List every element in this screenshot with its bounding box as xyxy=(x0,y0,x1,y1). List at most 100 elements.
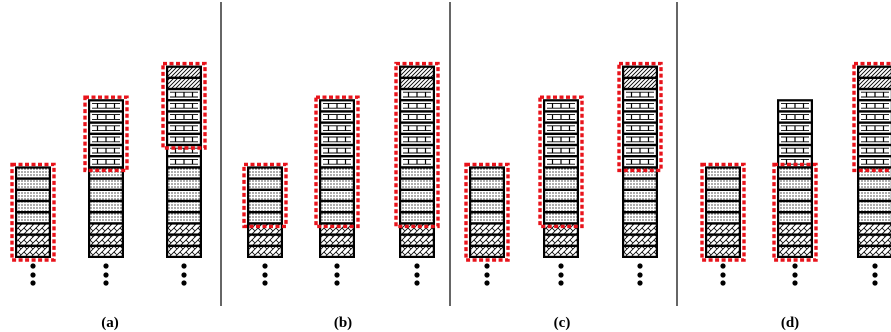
stack-column xyxy=(399,65,435,258)
stack-cell-diag xyxy=(857,77,891,90)
stack-cell-dot xyxy=(247,178,283,191)
stack-cell-dot xyxy=(399,200,435,213)
stack-cell-hatch xyxy=(166,234,202,247)
column-frame xyxy=(88,99,124,258)
stack-cell-hbar xyxy=(399,88,435,101)
ellipsis-dot xyxy=(792,280,798,286)
stack-cell-hbar xyxy=(543,111,579,123)
stack-cell-dot xyxy=(88,200,124,213)
stack-cell-dot xyxy=(622,211,658,224)
ellipsis-dot xyxy=(637,272,643,278)
stack-cell-dot xyxy=(399,211,435,224)
stack-cell-diag xyxy=(622,77,658,90)
stack-cell-dot xyxy=(247,211,283,224)
stack-cell-hatch xyxy=(15,245,51,258)
stack-cell-hatch xyxy=(88,234,124,247)
ellipsis-dot xyxy=(484,263,490,269)
stack-cell-hatch xyxy=(705,245,741,258)
stack-cell-dot xyxy=(777,189,813,202)
column-frame xyxy=(247,166,283,258)
ellipsis-dot xyxy=(414,280,420,286)
panel-label-a: (a) xyxy=(101,315,119,331)
stack-cell-dot xyxy=(247,189,283,202)
stack-column xyxy=(469,166,505,258)
ellipsis-dot xyxy=(720,263,726,269)
stack-cell-dot xyxy=(247,200,283,213)
ellipsis-dot xyxy=(792,272,798,278)
stack-cell-dot xyxy=(319,167,355,179)
ellipsis-layer xyxy=(30,263,878,286)
stack-cell-hatch xyxy=(399,234,435,247)
ellipsis-dot xyxy=(558,272,564,278)
stack-column xyxy=(857,65,891,258)
stack-cell-dot xyxy=(469,189,505,202)
stack-cell-hatch xyxy=(319,234,355,247)
stack-cell-hatch xyxy=(543,245,579,258)
stack-cell-dot xyxy=(88,189,124,202)
column-frame xyxy=(319,99,355,258)
panel-label-b: (b) xyxy=(334,315,352,331)
ellipsis-dot xyxy=(872,272,878,278)
stack-cell-hbar xyxy=(399,122,435,134)
stack-cell-diag xyxy=(399,66,435,78)
stack-cell-hbar xyxy=(857,155,891,168)
stack-cell-dot xyxy=(399,167,435,179)
stack-column xyxy=(88,99,124,258)
stack-cell-dot xyxy=(469,211,505,224)
ellipsis-dot xyxy=(334,263,340,269)
highlight-box xyxy=(314,95,360,229)
stack-cell-hbar xyxy=(857,111,891,123)
stack-column xyxy=(15,166,51,258)
stack-cell-hatch xyxy=(399,245,435,258)
stack-cell-hbar xyxy=(319,99,355,112)
stack-cell-dot xyxy=(88,211,124,224)
stack-cell-dot xyxy=(777,211,813,224)
ellipsis-dot xyxy=(637,263,643,269)
stack-column xyxy=(247,166,283,258)
stack-cell-hbar xyxy=(399,99,435,112)
stack-cell-dot xyxy=(543,200,579,213)
stack-column xyxy=(622,65,658,258)
stack-cell-hbar xyxy=(777,99,813,112)
ellipsis-dot xyxy=(558,263,564,269)
stack-cell-hbar xyxy=(399,144,435,157)
stack-cell-hbar xyxy=(166,122,202,134)
stack-cell-dot xyxy=(543,211,579,224)
stack-cell-diag xyxy=(622,66,658,78)
stack-cell-hbar xyxy=(622,155,658,168)
stack-cell-hbar xyxy=(319,133,355,146)
ellipsis-dot xyxy=(334,272,340,278)
ellipsis-dot xyxy=(484,280,490,286)
stack-cell-dot xyxy=(777,167,813,179)
ellipsis-dot xyxy=(262,272,268,278)
stack-cell-hbar xyxy=(857,99,891,112)
stack-cell-hatch xyxy=(15,223,51,235)
stack-cell-dot xyxy=(166,211,202,224)
stack-cell-hbar xyxy=(543,133,579,146)
ellipsis-dot xyxy=(103,272,109,278)
stack-cell-hbar xyxy=(319,155,355,168)
ellipsis-dot xyxy=(103,263,109,269)
ellipsis-dot xyxy=(30,280,36,286)
ellipsis-dot xyxy=(720,272,726,278)
stack-cell-hbar xyxy=(777,111,813,123)
stack-cell-hbar xyxy=(399,155,435,168)
stack-cell-hatch xyxy=(622,234,658,247)
stack-cell-dot xyxy=(705,211,741,224)
stack-column xyxy=(319,99,355,258)
stack-cell-hatch xyxy=(777,234,813,247)
ellipsis-dot xyxy=(262,280,268,286)
stack-cell-dot xyxy=(399,178,435,191)
stack-cell-diag xyxy=(166,77,202,90)
ellipsis-dot xyxy=(30,263,36,269)
stack-cell-hatch xyxy=(777,223,813,235)
stack-column xyxy=(543,99,579,258)
stack-cell-dot xyxy=(705,200,741,213)
ellipsis-dot xyxy=(181,280,187,286)
stack-cell-hbar xyxy=(166,99,202,112)
stack-column xyxy=(705,166,741,258)
stack-cell-dot xyxy=(857,200,891,213)
stack-cell-hbar xyxy=(399,133,435,146)
